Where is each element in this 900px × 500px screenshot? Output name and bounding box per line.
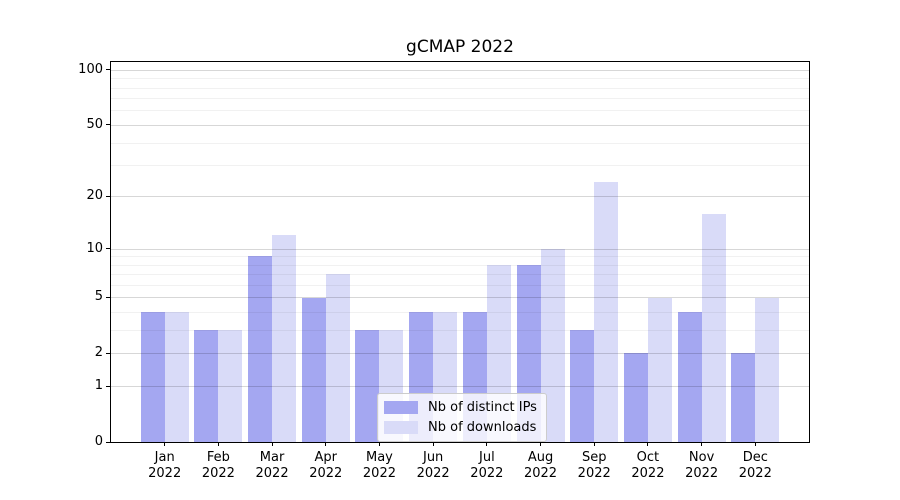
bar-downloads [218, 330, 243, 442]
y-tick-mark [106, 69, 110, 71]
x-tick-label: May 2022 [362, 450, 396, 481]
bar-distinct-ips [194, 330, 219, 442]
y-tick-label: 50 [86, 116, 103, 132]
x-tick-label: Jun 2022 [416, 450, 450, 481]
x-tick-label: Dec 2022 [738, 450, 772, 481]
bar-downloads [594, 182, 619, 442]
plot-area: Nb of distinct IPs Nb of downloads 0 1 2 5 1… [78, 61, 810, 481]
x-tick-mark [701, 442, 703, 446]
y-tick-mark [106, 441, 110, 443]
legend-item-distinct-ips: Nb of distinct IPs [384, 399, 537, 416]
y-tick-label: 20 [86, 188, 103, 204]
bar-downloads [325, 274, 350, 442]
x-tick-mark [486, 442, 488, 446]
gridline-minor [111, 330, 809, 332]
bar-distinct-ips [140, 312, 165, 442]
gridline-minor [111, 110, 809, 112]
y-tick-mark [106, 195, 110, 197]
gridline-minor [111, 78, 809, 80]
y-tick-label: 1 [94, 378, 103, 394]
bar-distinct-ips [301, 297, 326, 442]
bar-downloads [647, 297, 672, 442]
bar-distinct-ips [731, 353, 756, 442]
x-tick-mark [271, 442, 273, 446]
bar-downloads [755, 297, 780, 442]
x-tick-mark [593, 442, 595, 446]
gridline-major [111, 124, 809, 126]
y-tick-mark [106, 385, 110, 387]
bar-distinct-ips [677, 312, 702, 442]
bar-distinct-ips [570, 330, 595, 442]
bar-distinct-ips [355, 330, 380, 442]
legend: Nb of distinct IPs Nb of downloads [377, 393, 547, 442]
legend-item-downloads: Nb of downloads [384, 419, 537, 436]
x-tick-mark [217, 442, 219, 446]
x-tick-mark [325, 442, 327, 446]
legend-label-downloads: Nb of downloads [428, 420, 537, 435]
x-tick-mark [164, 442, 166, 446]
gridline-minor [111, 98, 809, 100]
bar-downloads [164, 312, 189, 442]
gridline-major [111, 196, 809, 198]
y-tick-label: 0 [94, 434, 103, 449]
y-tick-label: 100 [78, 61, 103, 77]
gridline-major [111, 297, 809, 299]
x-tick-label: Sep 2022 [577, 450, 611, 481]
gridline-minor [111, 285, 809, 287]
gridline-minor [111, 142, 809, 144]
chart-title: gCMAP 2022 [406, 37, 514, 57]
y-tick-mark [106, 352, 110, 354]
x-tick-mark [432, 442, 434, 446]
x-tick-label: Mar 2022 [255, 450, 289, 481]
x-tick-label: Feb 2022 [201, 450, 235, 481]
bar-downloads [701, 213, 726, 442]
x-tick-mark [647, 442, 649, 446]
bar-downloads [272, 235, 297, 442]
x-tick-label: Oct 2022 [631, 450, 665, 481]
y-tick-label: 2 [94, 345, 103, 361]
gridline-major [111, 386, 809, 388]
gridline-major [111, 69, 809, 71]
gridline-minor [111, 312, 809, 314]
y-tick-label: 5 [94, 289, 103, 305]
bar-distinct-ips [623, 353, 648, 442]
x-tick-mark [378, 442, 380, 446]
y-tick-mark [106, 296, 110, 298]
x-tick-mark [540, 442, 542, 446]
gridline-minor [111, 274, 809, 276]
y-tick-mark [106, 124, 110, 126]
legend-label-distinct-ips: Nb of distinct IPs [428, 400, 537, 415]
gridline-minor [111, 165, 809, 167]
y-tick-label: 10 [86, 240, 103, 256]
legend-swatch-distinct-ips [384, 401, 418, 414]
x-tick-label: Nov 2022 [685, 450, 719, 481]
gridline-major [111, 353, 809, 355]
gridline-major [111, 248, 809, 250]
gridline-minor [111, 87, 809, 89]
legend-swatch-downloads [384, 421, 418, 434]
bar-distinct-ips [248, 256, 273, 442]
x-tick-mark [754, 442, 756, 446]
gridline-minor [111, 264, 809, 266]
x-tick-label: Apr 2022 [309, 450, 343, 481]
x-tick-label: Jan 2022 [148, 450, 182, 481]
x-tick-label: Jul 2022 [470, 450, 504, 481]
gridline-minor [111, 256, 809, 258]
x-tick-label: Aug 2022 [523, 450, 558, 481]
y-tick-mark [106, 248, 110, 250]
